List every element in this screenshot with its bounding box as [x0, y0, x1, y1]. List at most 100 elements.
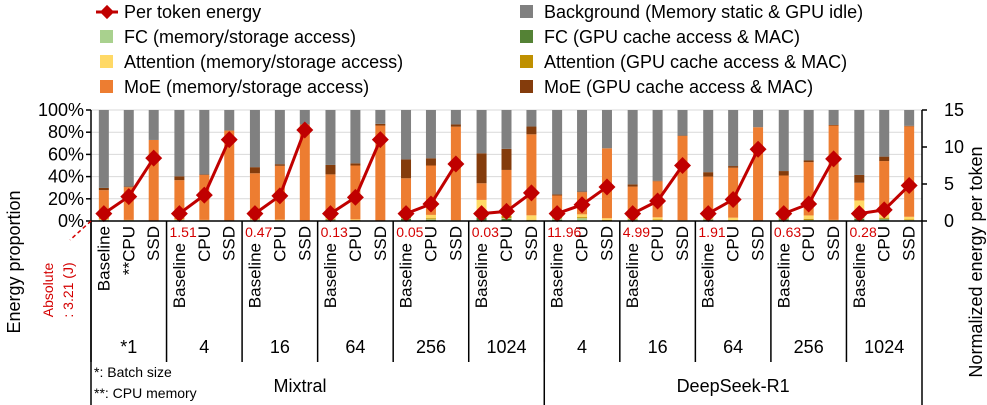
bar-segment-bg	[401, 110, 412, 160]
bar-segment-bg	[299, 110, 310, 125]
bar-segment-moeg	[552, 194, 563, 196]
batch-size-label: 1024	[486, 337, 526, 357]
bar-label: CPU	[422, 226, 441, 262]
bar-segment-moem	[425, 165, 436, 215]
legend-item-fc-gpu-cache-access-mac: FC (GPU cache access & MAC)	[520, 27, 800, 47]
bar-segment-bg	[249, 110, 260, 168]
bar-segment-bg	[123, 110, 134, 187]
bar-segment-bg	[98, 110, 109, 188]
bar-label: SSD	[900, 226, 919, 261]
energy-point	[195, 186, 213, 204]
bar-label: CPU	[875, 226, 894, 262]
energy-point	[699, 205, 717, 223]
legend-label: Per token energy	[124, 2, 261, 22]
bar-segment-moeg	[401, 159, 412, 179]
bar-segment-atm	[904, 216, 915, 220]
absolute-energy-value: 0.47	[245, 224, 272, 240]
bar-segment-moeg	[526, 126, 537, 135]
energy-point	[598, 178, 616, 196]
bar-segment-moeg	[627, 184, 638, 187]
bar-segment-atg	[601, 219, 612, 221]
bar-segment-bg	[199, 110, 210, 175]
legend-swatch	[100, 55, 113, 68]
bar-segment-moem	[854, 182, 865, 201]
bar-segment-moeg	[123, 186, 134, 188]
bar-segment-atg	[425, 218, 436, 220]
bar-label: SSD	[824, 226, 843, 261]
bar-segment-bg	[224, 110, 235, 131]
legend-swatch	[520, 5, 533, 18]
bar-label: Baseline	[245, 243, 264, 308]
energy-point	[749, 140, 767, 158]
bar-label: Baseline	[548, 243, 567, 308]
energy-point	[649, 192, 667, 210]
absolute-energy-value: 4.99	[623, 224, 650, 240]
bar-segment-atm	[601, 218, 612, 220]
axes: 0%20%40% 60%80%100% 0 5 10 15 Energy proportio…	[4, 100, 986, 405]
bar-label: SSD	[522, 226, 541, 261]
bar-segment-moeg	[98, 187, 109, 191]
legend: Per token energy Background (Memory stati…	[96, 2, 863, 97]
energy-point	[246, 205, 264, 223]
bar-label: Baseline	[774, 243, 793, 308]
legend-item-per-token-energy: Per token energy	[96, 2, 261, 22]
energy-point	[775, 205, 793, 223]
legend-item-moe-memory-storage-access: MoE (memory/storage access)	[100, 77, 369, 97]
bar-segment-moeg	[728, 166, 739, 168]
bar-segment-moeg	[199, 174, 210, 175]
bar-segment-moem	[375, 125, 386, 221]
diamond-icon	[99, 4, 115, 20]
bar-segment-fcm	[577, 218, 588, 221]
bar-segment-bg	[526, 110, 537, 127]
bar-segment-bg	[148, 110, 159, 140]
energy-point	[674, 157, 692, 174]
absolute-energy-value: 0.63	[774, 224, 801, 240]
bar-segment-atg	[526, 219, 537, 221]
energy-point	[321, 205, 339, 223]
bar-segment-bg	[325, 110, 336, 165]
energy-point	[900, 176, 918, 194]
energy-point	[271, 187, 289, 205]
batch-size-label: 16	[648, 337, 668, 357]
bar-segment-atm	[274, 219, 285, 221]
energy-point	[875, 201, 893, 219]
bar-segment-bg	[677, 110, 688, 136]
legend-swatch	[520, 30, 533, 43]
bar-label: SSD	[371, 226, 390, 261]
absolute-energy-value: 11.96	[547, 224, 581, 240]
bar-segment-moem	[803, 162, 814, 216]
legend-swatch	[520, 55, 533, 68]
energy-point	[346, 188, 364, 206]
energy-point	[498, 202, 515, 220]
bar-segment-bg	[577, 110, 588, 192]
bar-segment-moeg	[325, 164, 336, 175]
legend-label: Attention (memory/storage access)	[124, 52, 403, 72]
energy-point	[145, 149, 163, 167]
bar-segment-moeg	[450, 124, 461, 127]
y-right-tick-label: 0	[944, 211, 954, 231]
bar-segment-moem	[828, 125, 839, 220]
bar-segment-moem	[627, 186, 638, 218]
bar-segment-bg	[828, 110, 839, 125]
bar-segment-bg	[879, 110, 890, 157]
per-token-energy-series	[95, 121, 918, 223]
bar-segment-moem	[450, 126, 461, 221]
bar-segment-moem	[249, 173, 260, 219]
bar-segment-bg	[703, 110, 714, 173]
bar-segment-moem	[526, 134, 537, 216]
bar-segment-bg	[803, 110, 814, 161]
bar-segment-moem	[552, 195, 563, 215]
category-labels: Baseline **CPU SSD *1 Baseline CPU SSD 4 1.51 Bas…	[40, 220, 919, 401]
energy-point	[724, 191, 742, 209]
bar-segment-bg	[425, 110, 436, 159]
bar-label: CPU	[270, 226, 289, 262]
bar-segment-moeg	[476, 153, 487, 184]
batch-size-label: 64	[345, 337, 365, 357]
footnote-batch-size: *: Batch size	[94, 364, 172, 380]
bar-segment-moem	[98, 190, 109, 220]
bar-label: SSD	[144, 226, 163, 261]
bar-label: SSD	[598, 226, 617, 261]
legend-swatch	[100, 80, 113, 93]
bar-label: SSD	[673, 226, 692, 261]
energy-point	[850, 205, 868, 223]
